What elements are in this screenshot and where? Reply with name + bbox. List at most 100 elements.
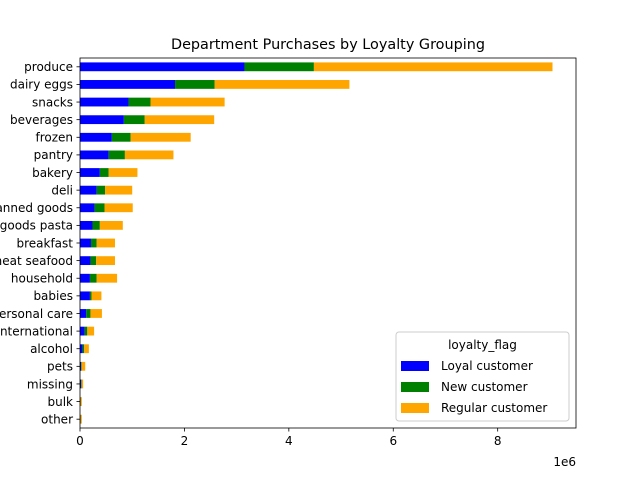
bar-breakfast-regular-customer [96,238,115,248]
bar-canned-goods-new-customer [94,203,105,213]
bar-breakfast-new-customer [90,238,97,248]
bar-dry-goods-pasta-loyal-customer [80,220,93,230]
legend-entry-new-customer: New customer [441,380,528,394]
y-axis: produce dairy eggs snacks beverages frozen pa… [0,60,80,426]
legend-entry-regular-customer: Regular customer [441,401,547,415]
legend-box [395,331,570,422]
bar-deli-regular-customer [105,185,133,195]
x-axis: 0 2 4 6 8 [76,428,502,448]
y-tick-label: deli [51,183,73,197]
bar-snacks-loyal-customer [80,97,129,107]
y-tick-label: bulk [47,395,73,409]
bar-personal-care-regular-customer [90,309,102,318]
bar-snacks-new-customer [128,97,151,107]
y-tick-label: international [0,324,73,338]
bar-meat-seafood-loyal-customer [80,256,91,266]
y-tick-label: canned goods [0,201,73,215]
bar-beverages-loyal-customer [80,115,124,125]
bar-bakery-regular-customer [108,168,138,177]
y-tick-label: frozen [35,131,73,145]
y-tick-label: missing [27,377,73,391]
bar-frozen-new-customer [111,132,131,142]
bar-dairy-eggs-new-customer [175,80,215,89]
bar-pets-new-customer [81,361,82,371]
bar-missing-loyal-customer [80,379,82,389]
y-tick-label: alcohol [30,342,73,356]
bar-breakfast-loyal-customer [80,238,91,248]
bar-meat-seafood-new-customer [90,256,97,266]
bar-pets-regular-customer [81,361,86,371]
y-tick-label: babies [33,289,73,303]
y-tick-label: personal care [0,307,73,321]
bar-frozen-regular-customer [130,132,191,142]
bar-bulk-regular-customer [80,397,82,406]
bar-pets-loyal-customer [80,361,82,371]
bar-beverages-new-customer [123,115,145,125]
bar-canned-goods-loyal-customer [80,203,95,213]
y-tick-label: bakery [32,166,73,180]
bar-babies-regular-customer [91,291,102,301]
bar-household-regular-customer [96,273,118,283]
bar-dairy-eggs-loyal-customer [80,80,176,89]
bar-pantry-regular-customer [124,150,174,160]
bar-household-new-customer [89,273,97,283]
bar-dairy-eggs-regular-customer [214,80,350,89]
bar-canned-goods-regular-customer [104,203,133,213]
bar-international-new-customer [84,326,88,336]
bar-missing-new-customer [81,379,82,389]
bars-group [80,62,553,424]
y-tick-label: snacks [32,95,73,109]
legend-swatch-regular-customer [401,403,429,413]
y-tick-label: produce [24,60,73,74]
bar-frozen-loyal-customer [80,132,112,142]
bar-babies-loyal-customer [80,291,90,301]
bar-beverages-regular-customer [144,115,215,125]
x-axis-offset-label: 1e6 [553,455,576,469]
legend[interactable]: loyalty_flag Loyal customer New customer Re… [395,331,570,422]
legend-entry-loyal-customer: Loyal customer [441,359,533,373]
x-tick-label: 8 [494,434,502,448]
bar-produce-loyal-customer [80,62,245,72]
legend-title: loyalty_flag [448,338,517,352]
y-tick-label: meat seafood [0,254,73,268]
bar-meat-seafood-regular-customer [96,256,115,266]
bar-babies-new-customer [89,291,92,301]
bar-dry-goods-pasta-regular-customer [99,220,123,230]
x-tick-label: 4 [285,434,293,448]
bar-alcohol-regular-customer [84,344,89,354]
bar-bakery-loyal-customer [80,168,100,177]
bar-household-loyal-customer [80,273,90,283]
y-tick-label: household [11,272,73,286]
y-tick-label: dairy eggs [10,78,73,92]
x-tick-label: 2 [181,434,189,448]
y-tick-label: pantry [34,148,73,162]
bar-alcohol-loyal-customer [80,344,83,354]
y-tick-label: beverages [10,113,73,127]
bar-alcohol-new-customer [82,344,85,354]
bar-produce-regular-customer [313,62,553,72]
bar-other-regular-customer [80,414,82,424]
bar-produce-new-customer [244,62,314,72]
bar-deli-loyal-customer [80,185,97,195]
bar-snacks-regular-customer [150,97,225,107]
bar-deli-new-customer [96,185,106,195]
bar-missing-regular-customer [81,379,84,389]
x-tick-label: 0 [76,434,84,448]
bar-personal-care-new-customer [86,309,91,318]
bar-pantry-loyal-customer [80,150,109,160]
legend-swatch-loyal-customer [401,361,429,371]
y-tick-label: pets [47,360,73,374]
bar-bakery-new-customer [99,168,109,177]
bar-personal-care-loyal-customer [80,309,87,318]
bar-international-loyal-customer [80,326,85,336]
chart-title: Department Purchases by Loyalty Grouping [171,37,485,53]
legend-swatch-new-customer [401,382,429,392]
x-tick-label: 6 [389,434,397,448]
bar-international-regular-customer [87,326,95,336]
y-tick-label: breakfast [16,236,73,250]
plot-frame [79,57,577,429]
y-tick-label: dry goods pasta [0,219,73,233]
bar-pantry-new-customer [108,150,125,160]
